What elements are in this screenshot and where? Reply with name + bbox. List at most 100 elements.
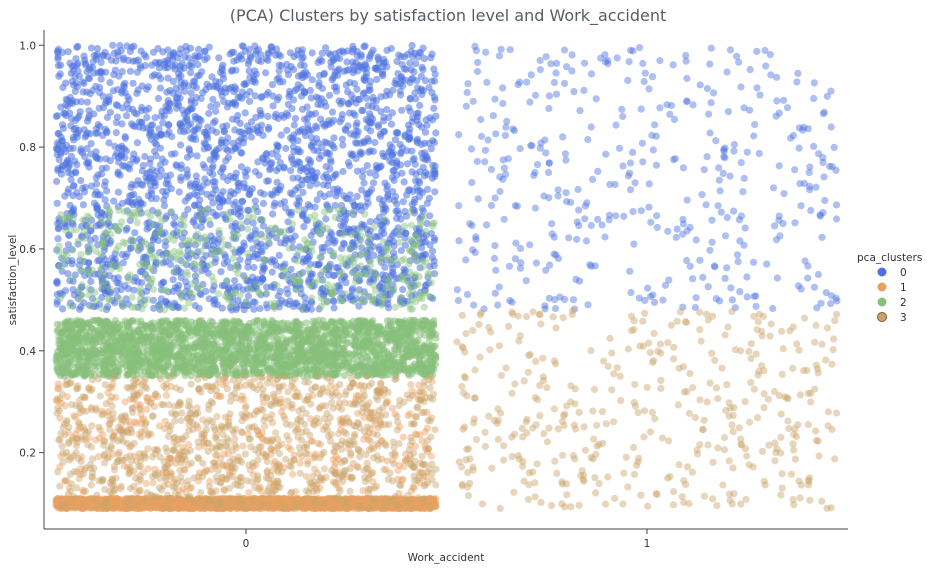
scatter-point <box>324 182 332 190</box>
scatter-point <box>95 104 103 112</box>
scatter-point <box>122 112 131 120</box>
scatter-point <box>716 187 724 195</box>
scatter-point <box>264 112 272 120</box>
scatter-point <box>80 188 89 196</box>
scatter-point <box>330 134 338 142</box>
scatter-point <box>761 46 769 55</box>
scatter-point <box>429 137 437 145</box>
scatter-point <box>531 91 540 99</box>
scatter-point <box>105 98 113 106</box>
scatter-point <box>69 192 77 200</box>
scatter-point <box>129 57 137 65</box>
scatter-point <box>692 236 700 244</box>
scatter-point <box>395 210 403 218</box>
scatter-point <box>708 238 716 246</box>
scatter-point <box>187 89 195 97</box>
scatter-point <box>151 71 159 79</box>
scatter-point <box>491 242 499 250</box>
scatter-point <box>689 101 697 109</box>
scatter-point <box>276 52 285 60</box>
scatter-point <box>298 74 307 82</box>
scatter-point <box>386 141 394 149</box>
scatter-point <box>329 142 337 150</box>
scatter-point <box>300 61 308 70</box>
scatter-point <box>402 65 410 73</box>
scatter-point <box>129 105 137 113</box>
scatter-point <box>62 79 70 87</box>
scatter-point <box>550 78 559 87</box>
scatter-point <box>287 63 295 71</box>
scatter-point <box>726 46 735 54</box>
scatter-point <box>273 178 281 186</box>
scatter-point <box>797 202 805 210</box>
scatter-point <box>673 225 681 233</box>
scatter-point <box>541 305 549 313</box>
scatter-point <box>404 186 412 194</box>
scatter-point <box>164 74 172 82</box>
scatter-point <box>71 168 79 176</box>
scatter-point <box>723 68 731 76</box>
scatter-point <box>189 218 197 226</box>
scatter-point <box>180 64 188 72</box>
scatter-point <box>638 139 647 147</box>
scatter-point <box>467 145 476 153</box>
scatter-point <box>106 78 114 87</box>
scatter-point <box>816 211 824 219</box>
scatter-point <box>162 102 170 110</box>
scatter-point <box>618 105 626 113</box>
scatter-point <box>193 284 201 292</box>
scatter-point <box>393 57 401 65</box>
scatter-point <box>397 73 405 81</box>
scatter-point <box>166 171 175 179</box>
scatter-point <box>801 257 809 265</box>
scatter-point <box>184 121 192 129</box>
scatter-point <box>87 277 95 286</box>
scatter-point <box>66 145 74 153</box>
scatter-point <box>287 167 295 175</box>
scatter-point <box>379 59 388 67</box>
scatter-point <box>569 296 578 304</box>
scatter-point <box>489 112 497 120</box>
scatter-point <box>175 281 183 289</box>
scatter-point <box>219 123 227 131</box>
scatter-point <box>703 84 712 93</box>
scatter-point <box>53 177 61 185</box>
scatter-point <box>373 66 381 74</box>
scatter-point <box>184 194 192 202</box>
scatter-point <box>706 60 714 68</box>
scatter-point <box>714 202 722 210</box>
scatter-point <box>223 103 232 111</box>
scatter-point <box>357 53 365 61</box>
scatter-point <box>109 87 117 95</box>
scatter-point <box>85 107 93 115</box>
scatter-point <box>133 139 141 147</box>
scatter-point <box>177 72 185 80</box>
scatter-point <box>380 127 389 135</box>
scatter-point <box>300 87 308 95</box>
scatter-point <box>403 160 412 168</box>
scatter-point <box>320 70 328 79</box>
scatter-point <box>706 246 714 254</box>
scatter-point <box>110 197 118 205</box>
scatter-point <box>227 263 235 272</box>
scatter-point <box>412 95 420 103</box>
scatter-point <box>753 47 761 56</box>
scatter-point <box>143 114 151 122</box>
scatter-point <box>753 84 761 92</box>
scatter-point <box>629 208 637 216</box>
scatter-point <box>242 172 250 180</box>
scatter-point <box>81 133 89 141</box>
scatter-point <box>165 128 173 136</box>
scatter-point <box>80 52 88 60</box>
scatter-point <box>516 78 524 86</box>
scatter-point <box>545 104 553 113</box>
scatter-point <box>188 59 196 67</box>
scatter-point <box>360 179 368 187</box>
scatter-point <box>97 209 105 217</box>
scatter-point <box>191 302 199 310</box>
scatter-point <box>730 207 738 215</box>
scatter-point <box>96 123 104 131</box>
scatter-point <box>230 57 238 65</box>
scatter-point <box>431 172 439 180</box>
scatter-point <box>92 55 100 63</box>
